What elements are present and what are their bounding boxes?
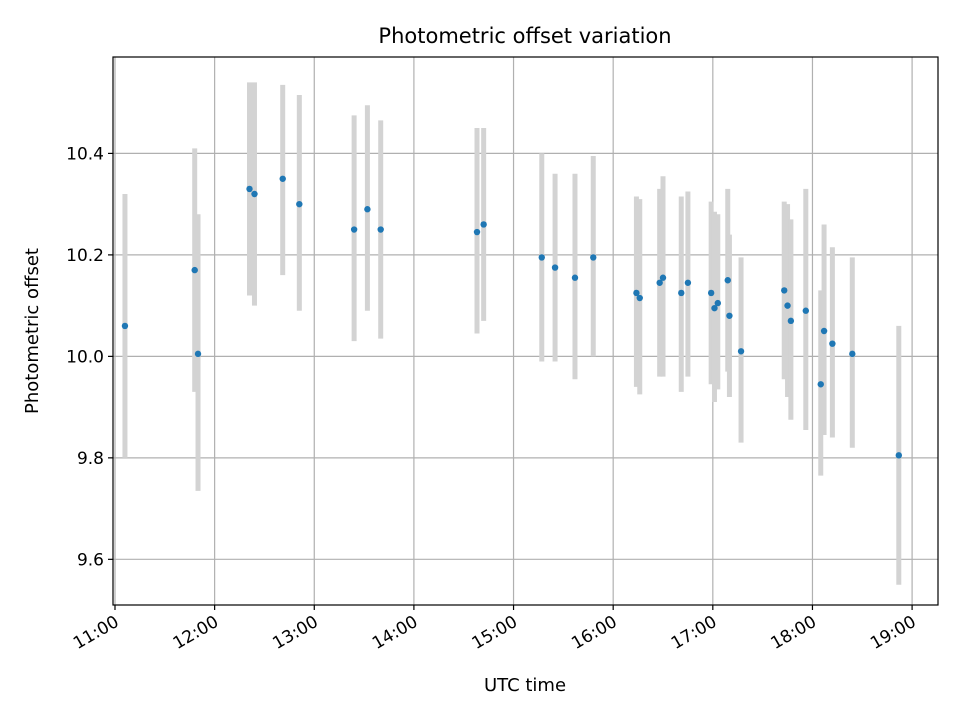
data-point [473, 228, 481, 236]
data-points [121, 175, 903, 459]
data-point [279, 175, 286, 182]
y-tick-label: 9.8 [77, 449, 104, 469]
data-point [802, 307, 810, 314]
data-point [849, 350, 856, 358]
data-point [377, 226, 384, 233]
grid [113, 57, 938, 605]
y-axis-ticks: 9.6 9.8 10.0 10.2 10.4 [66, 144, 113, 570]
data-point [781, 287, 788, 294]
y-tick-label: 10.0 [66, 347, 104, 367]
data-point [538, 254, 545, 261]
data-point [121, 322, 129, 330]
data-point [571, 274, 579, 281]
data-point [829, 340, 836, 347]
data-point [296, 200, 303, 208]
axes-frame [112, 56, 939, 606]
data-point [246, 185, 253, 193]
data-point [251, 190, 258, 198]
data-point [364, 206, 371, 213]
data-point [895, 452, 903, 459]
y-tick-label: 10.2 [66, 246, 104, 266]
y-tick-label: 10.4 [66, 144, 104, 164]
data-point [551, 264, 559, 271]
data-point [194, 350, 202, 358]
data-point [711, 304, 718, 312]
x-axis-label: UTC time [484, 675, 566, 696]
y-axis-label: Photometric offset [22, 248, 43, 414]
data-point [480, 221, 487, 228]
data-point [678, 289, 685, 297]
data-point [684, 279, 692, 286]
y-tick-label: 9.6 [77, 550, 104, 570]
data-point [737, 348, 745, 355]
data-point [784, 302, 791, 309]
data-point [633, 289, 640, 297]
data-point [707, 289, 715, 297]
chart-title: Photometric offset variation [378, 24, 671, 48]
data-point [659, 274, 667, 281]
data-point [636, 294, 643, 302]
data-point [817, 381, 824, 388]
data-point [191, 266, 198, 274]
data-point [350, 226, 358, 233]
data-point [590, 254, 597, 261]
data-point [726, 312, 733, 319]
data-point [714, 299, 722, 307]
data-point [787, 317, 795, 325]
data-point [820, 327, 828, 335]
data-point [724, 277, 731, 284]
data-point [656, 279, 663, 286]
